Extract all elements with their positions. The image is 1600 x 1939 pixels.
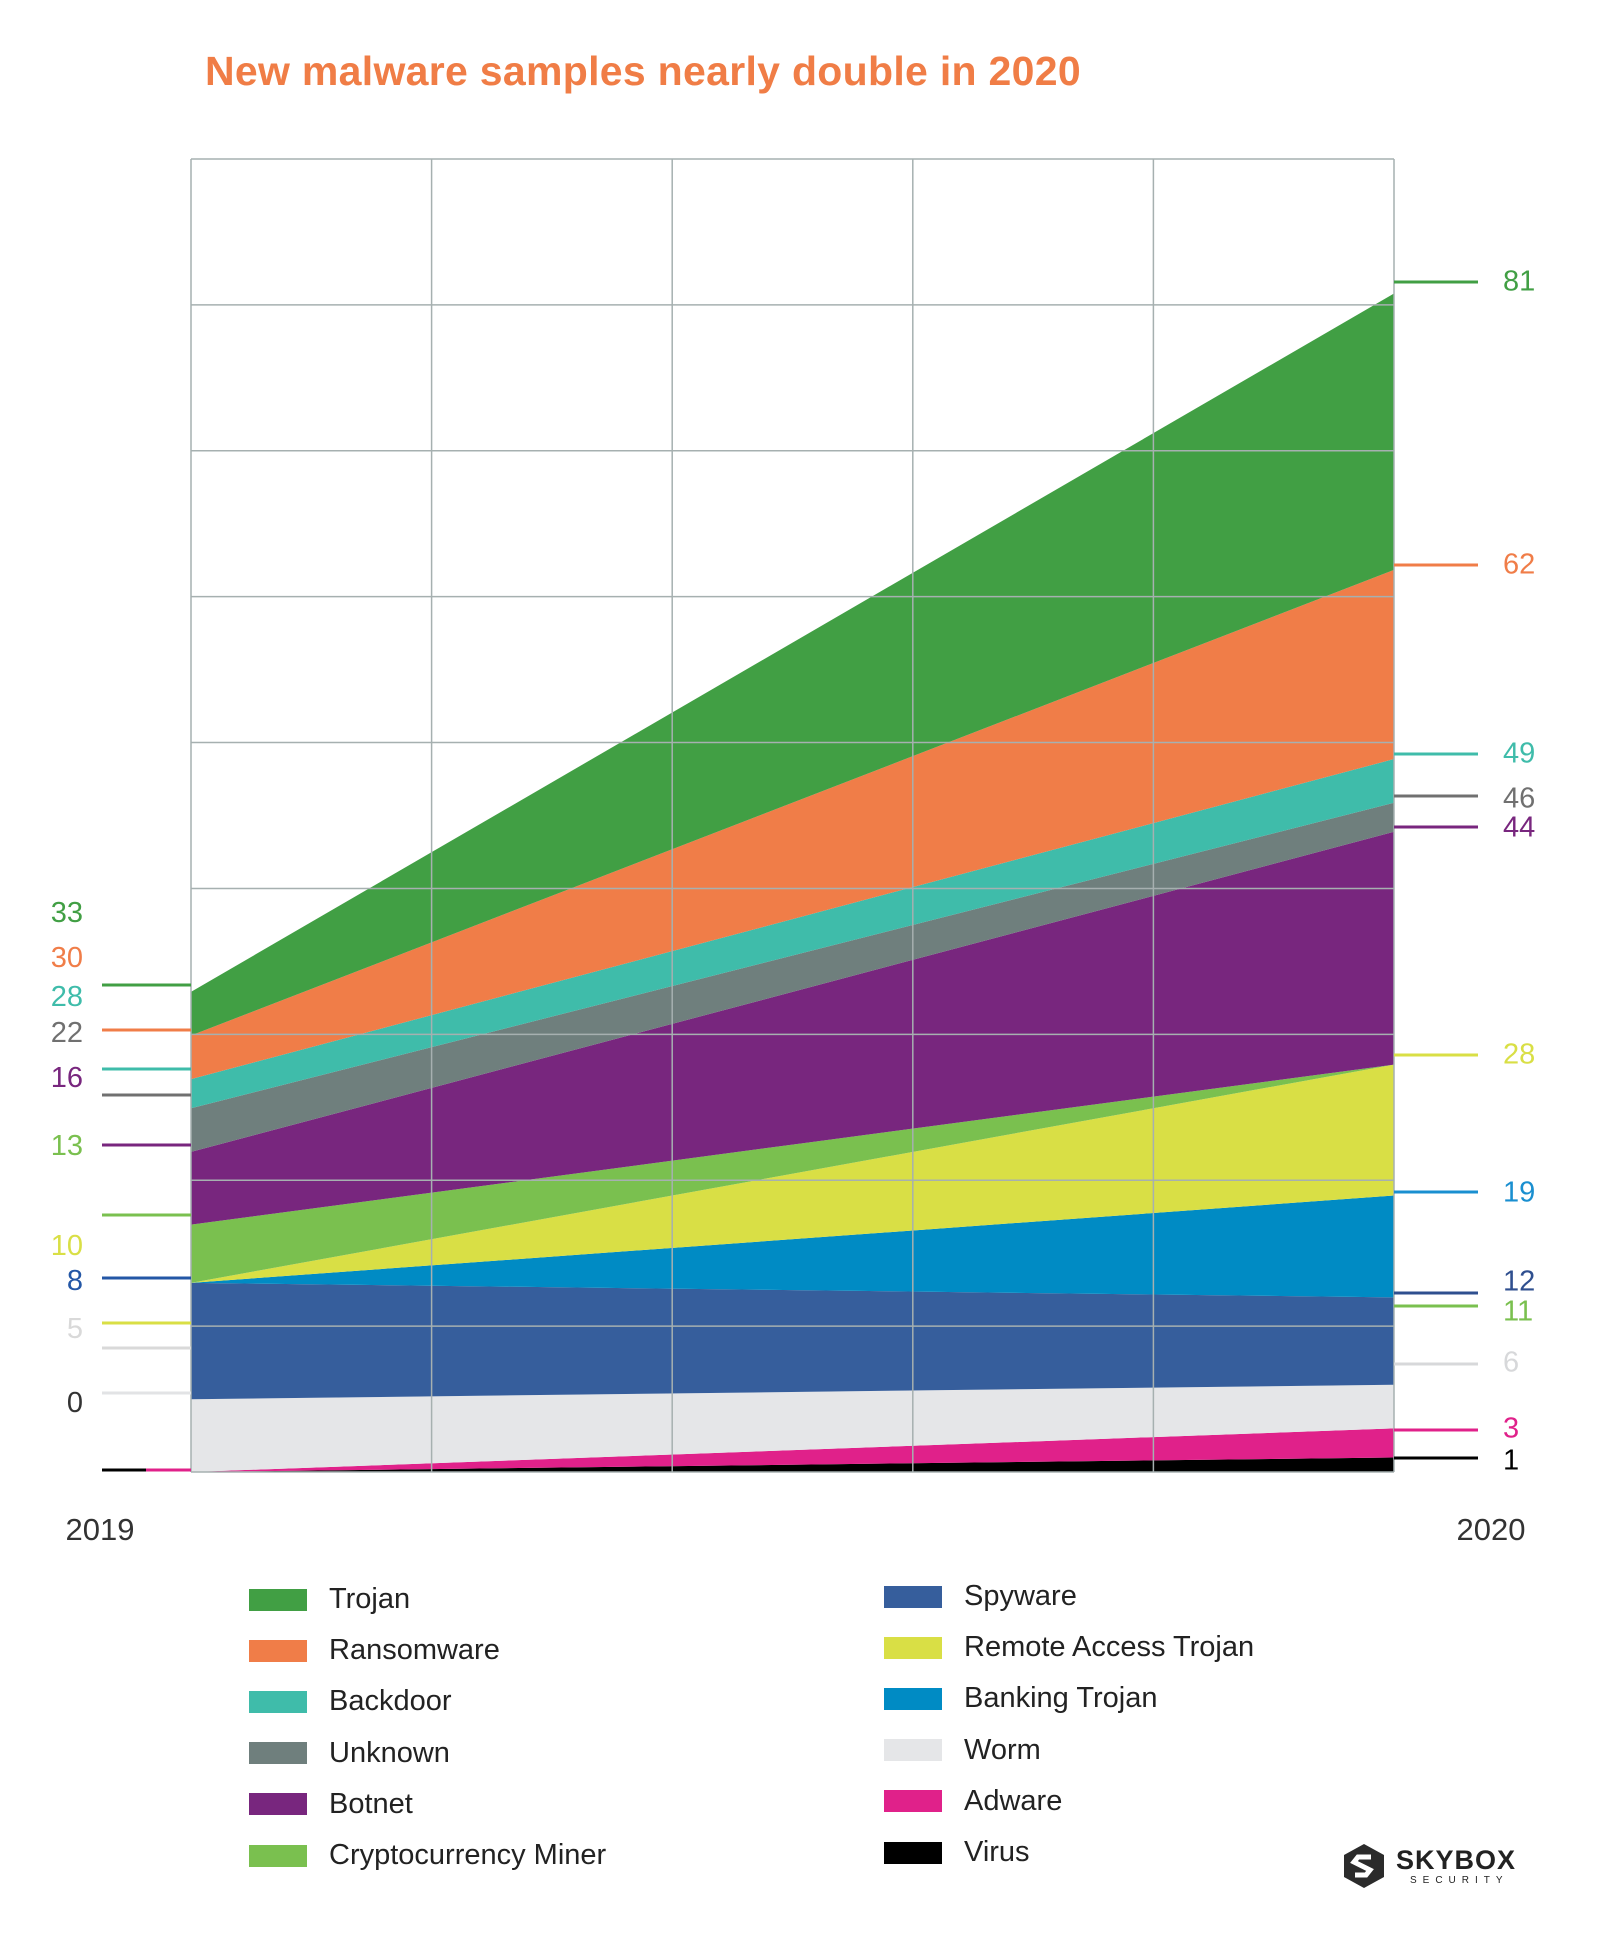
area-banking-trojan bbox=[191, 1195, 1394, 1298]
legend-swatch bbox=[249, 1742, 307, 1765]
gridlines bbox=[190, 158, 1395, 1473]
legend-label: Adware bbox=[964, 1784, 1063, 1817]
left-label-trojan: 33 bbox=[51, 897, 83, 929]
left-label-unknown: 22 bbox=[51, 1017, 83, 1049]
right-label-trojan: 81 bbox=[1503, 266, 1535, 298]
series-areas bbox=[191, 293, 1394, 1472]
legend-swatch bbox=[884, 1739, 942, 1762]
x-label-end: 2020 bbox=[1457, 1512, 1526, 1547]
legend-label: Cryptocurrency Miner bbox=[329, 1839, 607, 1871]
legend-item: Virus bbox=[884, 1836, 1030, 1869]
legend-label: Virus bbox=[964, 1836, 1030, 1868]
right-label-unknown: 46 bbox=[1503, 783, 1535, 815]
logo-subtitle: SECURITY bbox=[1410, 1874, 1509, 1886]
legend-swatch bbox=[884, 1790, 942, 1813]
legend-item: Remote Access Trojan bbox=[884, 1631, 1254, 1664]
right-label-spyware: 12 bbox=[1503, 1266, 1535, 1298]
right-label-remote-access-trojan: 28 bbox=[1503, 1039, 1535, 1071]
legend-item: Trojan bbox=[249, 1583, 410, 1616]
area-cryptocurrency-miner bbox=[191, 1064, 1394, 1283]
left-label-worm: 0 bbox=[67, 1387, 83, 1419]
legend-label: Botnet bbox=[329, 1787, 413, 1820]
legend-item: Backdoor bbox=[249, 1685, 452, 1718]
area-spyware bbox=[191, 1282, 1394, 1400]
area-adware bbox=[191, 1428, 1394, 1472]
legend-item: Cryptocurrency Miner bbox=[249, 1839, 606, 1872]
area-unknown bbox=[191, 802, 1394, 1152]
legend-item: Banking Trojan bbox=[884, 1682, 1157, 1715]
legend-label: Banking Trojan bbox=[964, 1682, 1158, 1715]
legend-label: Backdoor bbox=[329, 1685, 452, 1718]
legend-swatch bbox=[884, 1841, 942, 1864]
legend-label: Unknown bbox=[329, 1736, 450, 1769]
legend-swatch bbox=[884, 1636, 942, 1659]
left-label-backdoor: 28 bbox=[51, 981, 83, 1013]
skybox-s-icon bbox=[1344, 1844, 1384, 1888]
right-label-banking-trojan: 19 bbox=[1503, 1177, 1535, 1209]
legend-item: Worm bbox=[884, 1734, 1041, 1767]
legend-swatch bbox=[249, 1588, 307, 1611]
left-label-banking-trojan: 5 bbox=[67, 1313, 83, 1345]
right-label-ransomware: 62 bbox=[1503, 549, 1535, 581]
legend-item: Spyware bbox=[884, 1580, 1077, 1613]
left-label-ransomware: 30 bbox=[51, 942, 83, 974]
legend-swatch bbox=[249, 1639, 307, 1662]
legend-swatch bbox=[249, 1844, 307, 1867]
legend-item: Unknown bbox=[249, 1737, 450, 1770]
area-backdoor bbox=[191, 759, 1394, 1109]
legend-item: Adware bbox=[884, 1785, 1062, 1818]
x-label-start: 2019 bbox=[66, 1512, 135, 1547]
legend-label: Spyware bbox=[964, 1580, 1077, 1612]
area-ransomware bbox=[191, 569, 1394, 1080]
legend-swatch bbox=[884, 1687, 942, 1710]
legend-item: Ransomware bbox=[249, 1634, 500, 1667]
area-botnet bbox=[191, 831, 1394, 1225]
legend-label: Worm bbox=[964, 1733, 1041, 1766]
chart-title: New malware samples nearly double in 202… bbox=[205, 48, 1081, 94]
legend-swatch bbox=[884, 1585, 942, 1608]
right-label-botnet: 44 bbox=[1503, 812, 1535, 844]
area-trojan bbox=[191, 293, 1394, 1036]
left-label-botnet: 16 bbox=[51, 1062, 83, 1094]
right-label-worm: 6 bbox=[1503, 1347, 1519, 1379]
legend-label: Remote Access Trojan bbox=[964, 1631, 1255, 1664]
legend-swatch bbox=[249, 1690, 307, 1713]
left-label-spyware: 8 bbox=[67, 1265, 83, 1297]
legend-label: Trojan bbox=[329, 1583, 411, 1615]
right-label-cryptocurrency-miner: 11 bbox=[1503, 1296, 1533, 1328]
legend-label: Ransomware bbox=[329, 1634, 500, 1667]
right-label-adware: 3 bbox=[1503, 1413, 1519, 1445]
right-label-backdoor: 49 bbox=[1503, 738, 1535, 770]
right-label-virus: 1 bbox=[1503, 1445, 1519, 1477]
legend-swatch bbox=[249, 1793, 307, 1816]
legend-item: Botnet bbox=[249, 1788, 413, 1821]
left-label-cryptocurrency-miner: 13 bbox=[51, 1130, 83, 1162]
area-worm bbox=[191, 1384, 1394, 1472]
logo-name: SKYBOX bbox=[1396, 1844, 1517, 1875]
left-label-remote-access-trojan: 10 bbox=[51, 1230, 83, 1262]
skybox-logo: SKYBOX SECURITY bbox=[1340, 1842, 1516, 1890]
